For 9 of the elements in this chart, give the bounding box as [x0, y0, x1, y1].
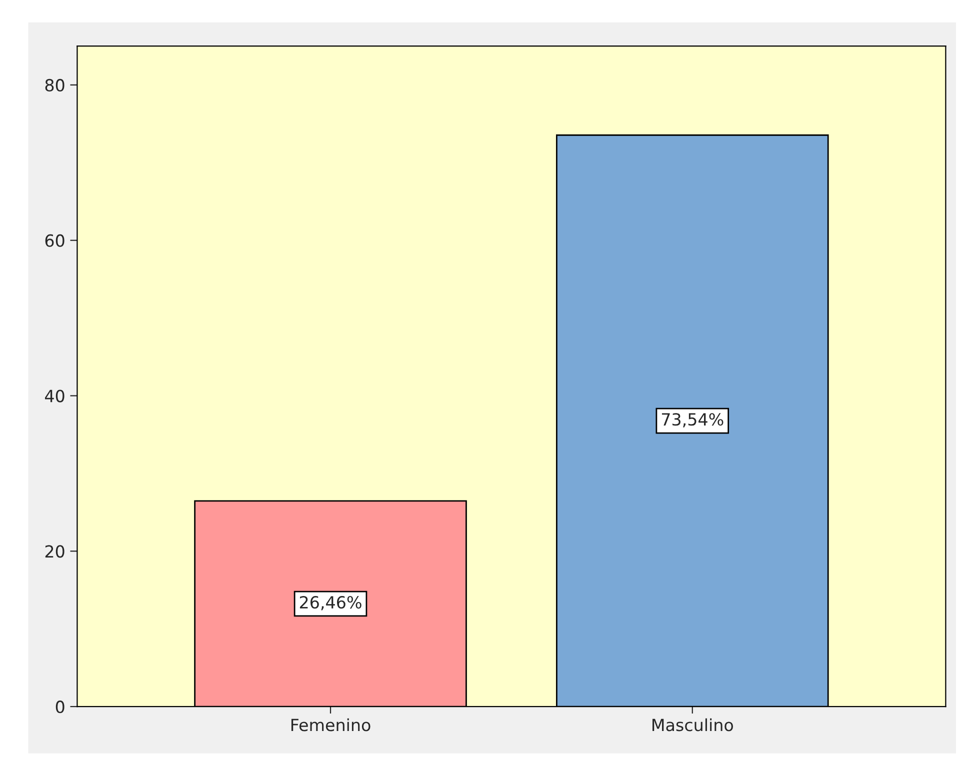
y-tick-label: 20	[45, 545, 64, 558]
data-label: 73,54%	[662, 413, 724, 428]
y-tick-label: 0	[56, 700, 64, 714]
y-tick-label: 80	[45, 78, 64, 92]
y-tick-label: 60	[45, 234, 64, 247]
x-tick-label: Masculino	[652, 718, 733, 732]
data-label: 26,46%	[300, 596, 362, 610]
y-tick-label: 40	[45, 390, 64, 402]
x-tick-label: Femenino	[291, 718, 370, 732]
